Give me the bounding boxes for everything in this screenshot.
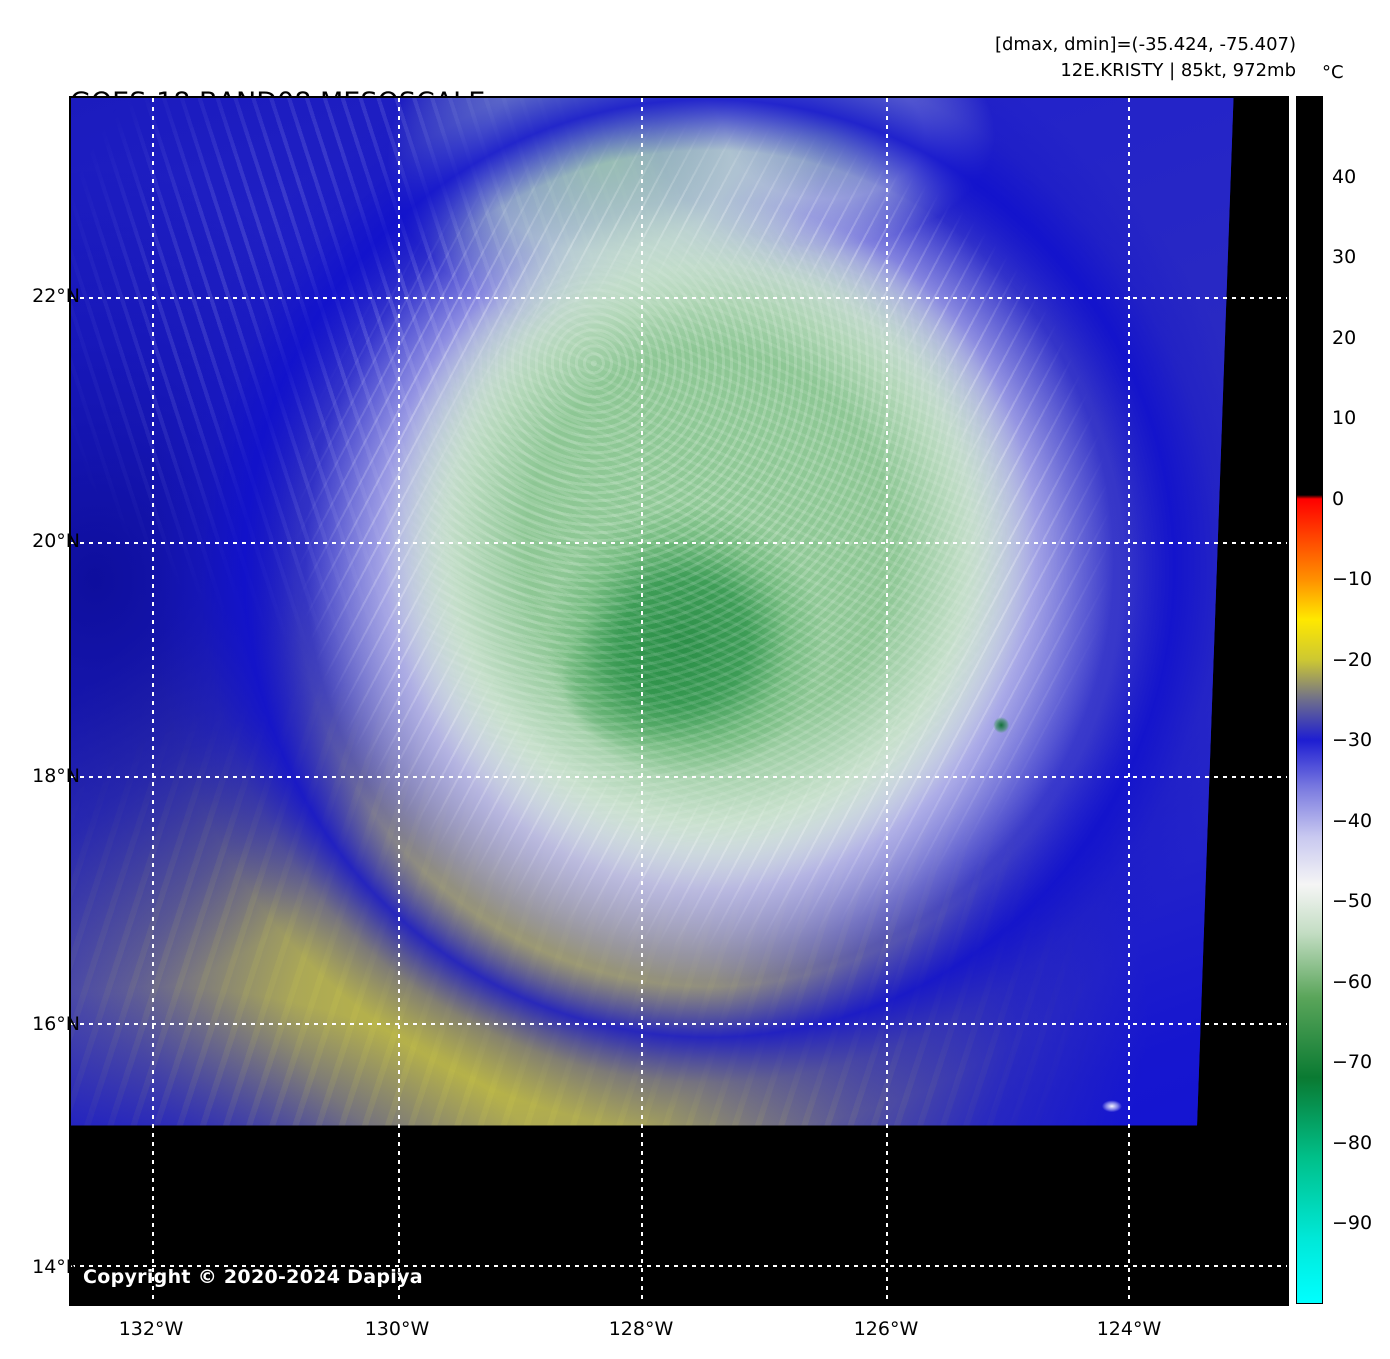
colorbar (1296, 96, 1323, 1304)
satellite-data-swath (71, 98, 1234, 1126)
copyright-watermark: Copyright © 2020-2024 Dapiya (83, 1266, 423, 1288)
colorbar-tick-0: 0 (1332, 487, 1345, 510)
y-tick-18N: 18°N (32, 765, 80, 787)
plot-clip: Copyright © 2020-2024 Dapiya (71, 98, 1287, 1304)
y-tick-14N: 14°N (32, 1256, 80, 1278)
x-tick-130W: 130°W (364, 1318, 430, 1340)
storm-info-label: 12E.KRISTY | 85kt, 972mb (1060, 60, 1296, 81)
colorbar-tick-m30: −30 (1332, 729, 1373, 752)
metadata-block: [dmax, dmin]=(-35.424, -75.407) 12E.KRIS… (995, 32, 1296, 84)
colorbar-gradient (1297, 97, 1322, 1303)
x-tick-126W: 126°W (853, 1318, 919, 1340)
x-tick-124W: 124°W (1096, 1318, 1162, 1340)
y-tick-20N: 20°N (32, 530, 80, 552)
colorbar-tick-m90: −90 (1332, 1212, 1373, 1235)
colorbar-tick-m40: −40 (1332, 809, 1373, 832)
layer-bright-pixel-se (71, 98, 1234, 1126)
colorbar-tick-10: 10 (1332, 407, 1357, 430)
colorbar-tick-20: 20 (1332, 326, 1357, 349)
colorbar-tick-m80: −80 (1332, 1131, 1373, 1154)
colorbar-tick-m70: −70 (1332, 1051, 1373, 1074)
x-tick-128W: 128°W (608, 1318, 674, 1340)
data-extremes-label: [dmax, dmin]=(-35.424, -75.407) (994, 34, 1296, 55)
satellite-image-plot: Copyright © 2020-2024 Dapiya (69, 96, 1289, 1306)
x-tick-132W: 132°W (118, 1318, 184, 1340)
colorbar-tick-40: 40 (1332, 165, 1357, 188)
y-tick-22N: 22°N (32, 285, 80, 307)
y-tick-16N: 16°N (32, 1013, 80, 1035)
colorbar-tick-m20: −20 (1332, 648, 1373, 671)
colorbar-unit-label: °C (1322, 62, 1344, 83)
colorbar-tick-30: 30 (1332, 246, 1357, 269)
colorbar-tick-m60: −60 (1332, 970, 1373, 993)
colorbar-tick-m50: −50 (1332, 890, 1373, 913)
colorbar-tick-m10: −10 (1332, 568, 1373, 591)
